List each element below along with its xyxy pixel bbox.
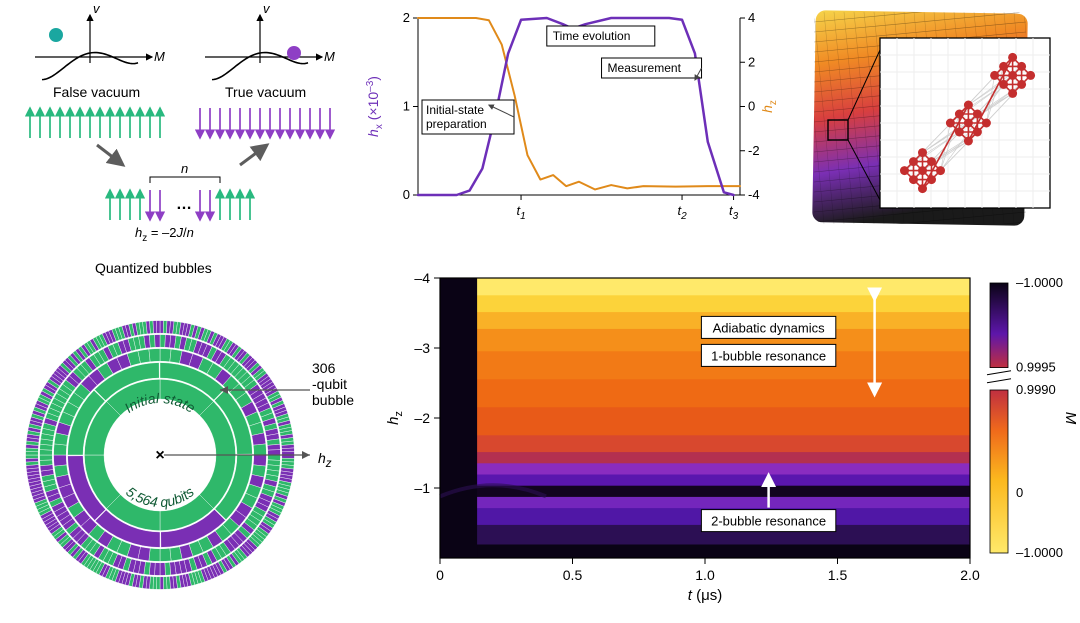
svg-text:False vacuum: False vacuum (53, 84, 140, 100)
svg-text:preparation: preparation (426, 117, 487, 131)
svg-text:0: 0 (748, 99, 755, 114)
svg-text:1-bubble resonance: 1-bubble resonance (711, 348, 826, 363)
bubble-annot-l3: bubble (312, 392, 354, 408)
svg-text:Time evolution: Time evolution (553, 29, 631, 43)
svg-text:×: × (155, 447, 164, 464)
svg-text:hz: hz (759, 100, 779, 113)
svg-text:t3: t3 (729, 203, 739, 222)
svg-text:n: n (181, 161, 188, 176)
svg-text:–2: –2 (414, 410, 430, 426)
bubble-annot-l2: -qubit (312, 376, 347, 392)
svg-text:t2: t2 (677, 203, 687, 222)
svg-text:0: 0 (436, 567, 444, 583)
svg-text:0: 0 (403, 187, 410, 202)
svg-text:M: M (1062, 412, 1079, 425)
panel-c-svg (800, 0, 1070, 235)
svg-text:–1.0000: –1.0000 (1016, 275, 1063, 290)
svg-text:1.5: 1.5 (828, 567, 848, 583)
svg-text:–4: –4 (414, 270, 430, 286)
svg-text:–3: –3 (414, 340, 430, 356)
svg-text:Initial-state: Initial-state (426, 103, 484, 117)
svg-text:Measurement: Measurement (608, 61, 682, 75)
svg-text:-4: -4 (748, 187, 760, 202)
panel-b-svg: 0 1 2 -4 -2 0 2 4 t1 t2 t3 hx (×10–3) hz Initial-stat… (360, 0, 780, 235)
svg-text:hz: hz (385, 411, 405, 425)
svg-text:t1: t1 (516, 203, 525, 222)
svg-text:–1: –1 (414, 480, 430, 496)
svg-text:–1.0000: –1.0000 (1016, 545, 1063, 560)
svg-text:M: M (324, 49, 335, 64)
hz-annot: hz (318, 450, 332, 470)
svg-text:0.5: 0.5 (563, 567, 583, 583)
svg-text:2-bubble resonance: 2-bubble resonance (711, 514, 826, 529)
svg-text:v: v (93, 5, 101, 16)
svg-text:v: v (263, 5, 271, 16)
svg-text:1.0: 1.0 (695, 567, 715, 583)
bubble-annot: 306 -qubit bubble (312, 360, 354, 408)
svg-text:2: 2 (403, 10, 410, 25)
svg-text:0: 0 (1016, 485, 1023, 500)
svg-text:…: … (176, 196, 192, 213)
svg-text:4: 4 (748, 10, 755, 25)
svg-text:M: M (154, 49, 165, 64)
svg-text:0.9995: 0.9995 (1016, 360, 1056, 375)
svg-text:0.9990: 0.9990 (1016, 382, 1056, 397)
panel-a-svg: v Mv M False vacuum True vacuum … n hz = –2J/n (15, 5, 345, 255)
quantized-bubbles-title: Quantized bubbles (95, 260, 212, 276)
bubble-annot-l1: 306 (312, 360, 335, 376)
svg-text:-2: -2 (748, 143, 760, 158)
svg-text:True vacuum: True vacuum (225, 84, 306, 100)
panel-e-svg: 0 0.5 1.0 1.5 2.0 t (μs) –1 –2 –3 –4 hz Adiabatic d… (380, 258, 1080, 623)
svg-text:hx (×10–3): hx (×10–3) (365, 76, 385, 137)
svg-text:2.0: 2.0 (960, 567, 980, 583)
svg-text:t (μs): t (μs) (688, 587, 722, 604)
svg-text:1: 1 (403, 99, 410, 114)
svg-text:hz = –2J/n: hz = –2J/n (135, 225, 194, 244)
svg-text:2: 2 (748, 54, 755, 69)
panel-d-svg: ×Initial state5,564 qubits (10, 275, 310, 615)
svg-text:Adiabatic dynamics: Adiabatic dynamics (713, 320, 825, 335)
